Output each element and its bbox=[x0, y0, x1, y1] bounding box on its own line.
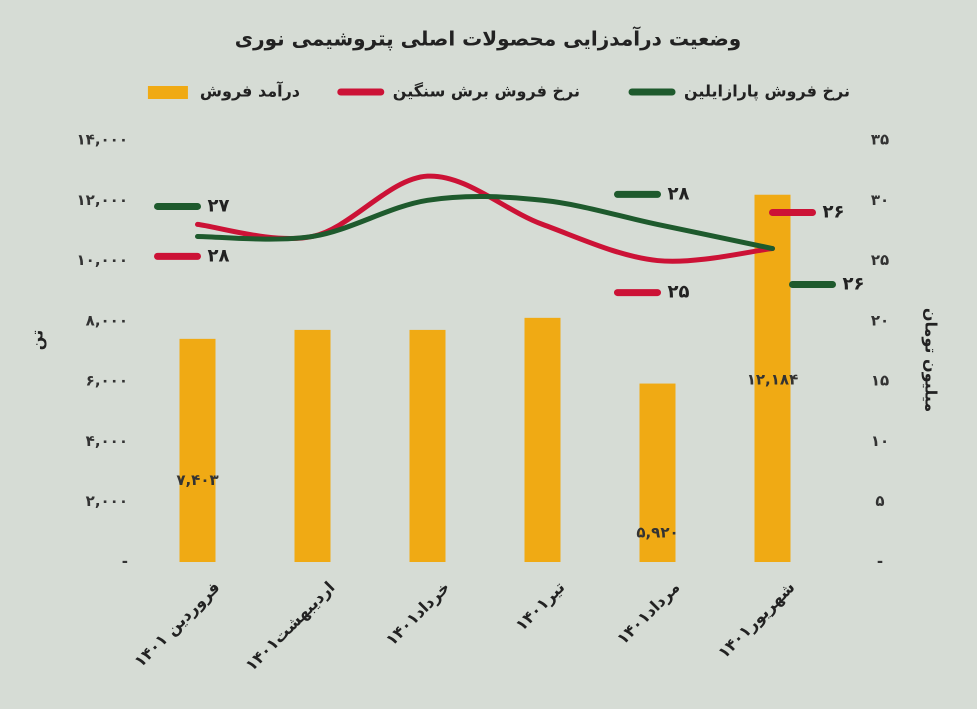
data-label: ۲۵ bbox=[668, 282, 690, 303]
data-label: ۲۷ bbox=[208, 195, 230, 216]
x-tick-label: شهریور۱۴۰۱ bbox=[714, 578, 799, 663]
data-label: ۲۸ bbox=[668, 183, 690, 204]
x-tick-label: تیر۱۴۰۱ bbox=[512, 578, 569, 635]
bar bbox=[754, 194, 791, 562]
bar bbox=[294, 329, 331, 562]
y-tick-label: - bbox=[122, 553, 128, 571]
y2-tick-label: ۲۰ bbox=[871, 311, 889, 329]
y2-tick-label: ۱۵ bbox=[871, 372, 889, 390]
y2-tick-label: - bbox=[877, 553, 883, 571]
legend-label: نرخ فروش برش سنگین bbox=[393, 82, 580, 101]
legend-label: نرخ فروش پارازایلین bbox=[684, 82, 850, 102]
data-label: ۷,۴۰۳ bbox=[176, 471, 218, 489]
line bbox=[195, 193, 775, 252]
data-label: ۲۶ bbox=[823, 202, 845, 223]
legend-label: درآمد فروش bbox=[200, 81, 300, 101]
y2-tick-label: ۳۵ bbox=[871, 131, 889, 149]
y-tick-label: ۲,۰۰۰ bbox=[86, 492, 128, 510]
y2-tick-label: ۳۰ bbox=[871, 191, 889, 209]
x-tick-label: اردیبهشت۱۴۰۱ bbox=[241, 578, 338, 675]
y2-tick-label: ۲۵ bbox=[871, 251, 889, 269]
y2-tick-label: ۵ bbox=[875, 492, 884, 510]
data-label: ۵,۹۲۰ bbox=[636, 523, 678, 541]
data-label: ۲۸ bbox=[208, 245, 230, 266]
y-tick-label: ۸,۰۰۰ bbox=[86, 311, 128, 329]
bar bbox=[179, 338, 216, 562]
y2-tick-label: ۱۰ bbox=[871, 432, 889, 450]
bar bbox=[409, 329, 446, 562]
y-tick-label: ۶,۰۰۰ bbox=[86, 372, 128, 390]
y-axis-label: تن bbox=[28, 330, 47, 350]
data-label: ۲۶ bbox=[843, 274, 865, 295]
chart-title: وضعیت درآمدزایی محصولات اصلی پتروشیمی نو… bbox=[235, 26, 741, 52]
x-tick-label: فروردین ۱۴۰۱ bbox=[130, 578, 223, 671]
bar bbox=[524, 317, 561, 562]
y-tick-label: ۱۴,۰۰۰ bbox=[77, 131, 128, 149]
y-tick-label: ۱۰,۰۰۰ bbox=[77, 251, 128, 269]
y-tick-label: ۱۲,۰۰۰ bbox=[77, 191, 128, 209]
y-tick-label: ۴,۰۰۰ bbox=[86, 432, 128, 450]
y2-axis-label: میلیون تومان bbox=[922, 308, 941, 412]
x-tick-label: مرداد۱۴۰۱ bbox=[613, 578, 684, 649]
legend-swatch bbox=[147, 86, 188, 99]
x-tick-label: خرداد۱۴۰۱ bbox=[382, 578, 454, 650]
bar bbox=[639, 383, 676, 562]
data-label: ۱۲,۱۸۴ bbox=[747, 371, 798, 389]
